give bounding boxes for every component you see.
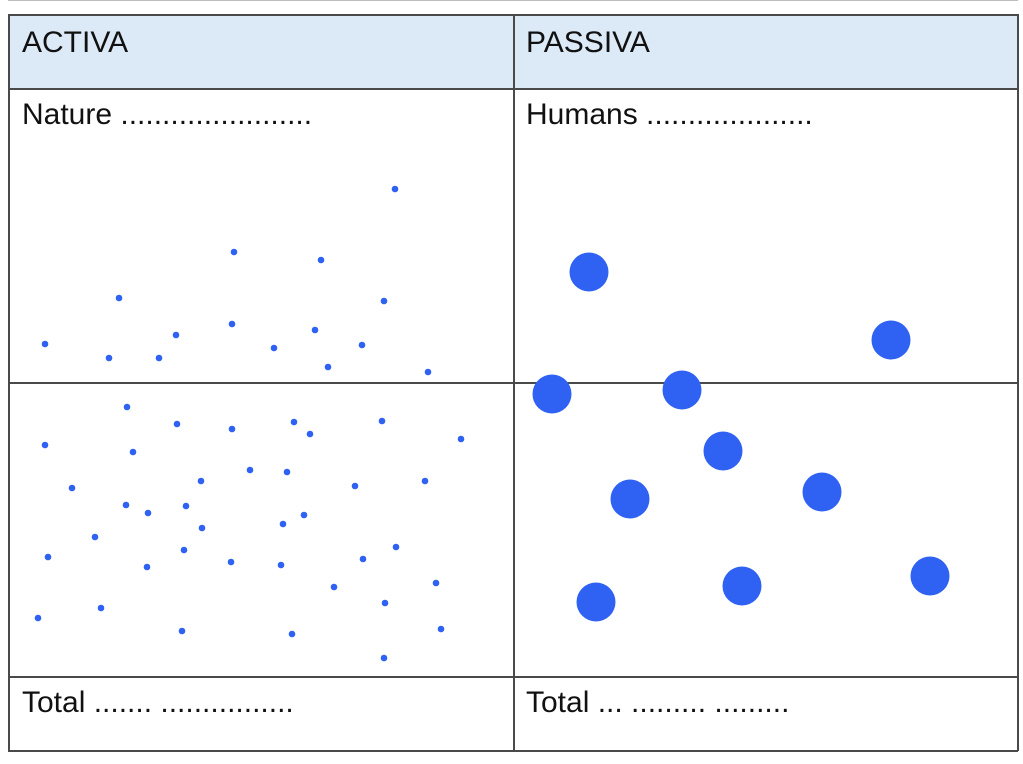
small-dot bbox=[424, 368, 432, 376]
big-dot bbox=[703, 431, 743, 471]
small-dot bbox=[105, 354, 113, 362]
header-cell-passiva bbox=[514, 14, 1017, 88]
big-dot bbox=[662, 370, 702, 410]
small-dot bbox=[351, 482, 359, 490]
small-dot bbox=[144, 509, 152, 517]
small-dot bbox=[41, 340, 49, 348]
small-dot bbox=[228, 320, 236, 328]
small-dot bbox=[122, 501, 130, 509]
small-dot bbox=[198, 524, 206, 532]
small-dot bbox=[300, 511, 308, 519]
top-border bbox=[8, 0, 1018, 1]
big-dot bbox=[910, 556, 950, 596]
header-passiva: PASSIVA bbox=[526, 26, 650, 59]
small-dot bbox=[380, 654, 388, 662]
header-cell-activa bbox=[9, 14, 513, 88]
small-dot bbox=[380, 297, 388, 305]
small-dot bbox=[324, 363, 332, 371]
small-dot bbox=[432, 579, 440, 587]
big-dot bbox=[871, 320, 911, 360]
small-dot bbox=[359, 555, 367, 563]
small-dot bbox=[381, 599, 389, 607]
right-border bbox=[1017, 14, 1019, 751]
small-dot bbox=[288, 630, 296, 638]
small-dot bbox=[91, 533, 99, 541]
small-dot bbox=[277, 561, 285, 569]
big-dot bbox=[722, 566, 762, 606]
small-dot bbox=[358, 341, 366, 349]
small-dot bbox=[421, 477, 429, 485]
big-dots-group bbox=[532, 252, 950, 622]
small-dot bbox=[378, 417, 386, 425]
small-dot bbox=[123, 403, 131, 411]
left-border bbox=[8, 14, 10, 751]
small-dot bbox=[279, 520, 287, 528]
small-dot bbox=[392, 543, 400, 551]
small-dot bbox=[68, 484, 76, 492]
small-dot bbox=[155, 354, 163, 362]
nature-label: Nature ....................... bbox=[22, 98, 313, 131]
small-dot bbox=[306, 430, 314, 438]
big-dot bbox=[802, 472, 842, 512]
small-dot bbox=[143, 563, 151, 571]
left-total-label: Total ....... ................ bbox=[22, 686, 294, 719]
small-dots-group bbox=[34, 185, 465, 662]
small-dot bbox=[115, 294, 123, 302]
big-dot bbox=[532, 374, 572, 414]
small-dot bbox=[178, 627, 186, 635]
center-divider bbox=[513, 14, 515, 751]
small-dot bbox=[180, 546, 188, 554]
small-dot bbox=[246, 466, 254, 474]
small-dot bbox=[330, 583, 338, 591]
big-dot bbox=[569, 252, 609, 292]
small-dot bbox=[227, 558, 235, 566]
small-dot bbox=[457, 435, 465, 443]
small-dot bbox=[197, 477, 205, 485]
small-dot bbox=[172, 331, 180, 339]
humans-label: Humans .................... bbox=[526, 98, 813, 131]
header-activa: ACTIVA bbox=[22, 26, 129, 59]
small-dot bbox=[97, 604, 105, 612]
right-total-label: Total ... ......... ......... bbox=[526, 686, 790, 719]
small-dot bbox=[228, 425, 236, 433]
small-dot bbox=[129, 448, 137, 456]
small-dot bbox=[270, 344, 278, 352]
small-dot bbox=[283, 468, 291, 476]
small-dot bbox=[34, 614, 42, 622]
small-dot bbox=[182, 502, 190, 510]
small-dot bbox=[41, 441, 49, 449]
small-dot bbox=[437, 625, 445, 633]
small-dot bbox=[230, 248, 238, 256]
small-dot bbox=[317, 256, 325, 264]
small-dot bbox=[290, 418, 298, 426]
small-dot bbox=[173, 420, 181, 428]
big-dot bbox=[610, 479, 650, 519]
small-dot bbox=[391, 185, 399, 193]
small-dot bbox=[311, 326, 319, 334]
big-dot bbox=[576, 582, 616, 622]
small-dot bbox=[44, 553, 52, 561]
